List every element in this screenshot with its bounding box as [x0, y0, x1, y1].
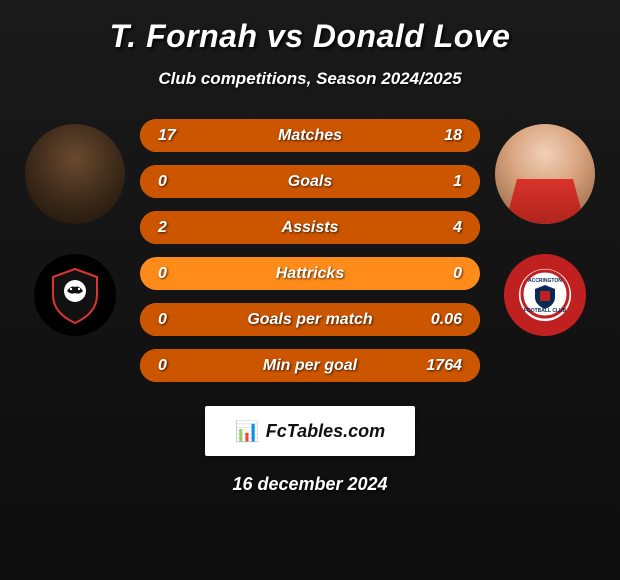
stat-label: Goals per match [210, 311, 410, 329]
player-left-avatar [25, 124, 125, 224]
stat-left-value: 17 [140, 127, 210, 145]
accrington-badge-icon: ACCRINGTON FOOTBALL CLUB [520, 269, 570, 322]
stat-left-value: 2 [140, 219, 210, 237]
stat-label: Assists [210, 219, 410, 237]
stats-column: 17 Matches 18 0 Goals 1 2 Assists 4 [140, 119, 480, 382]
chart-icon: 📊 [235, 419, 260, 444]
salford-shield-icon [45, 265, 105, 325]
stat-right-value: 1 [410, 173, 480, 191]
stat-row-gpm: 0 Goals per match 0.06 [140, 303, 480, 336]
svg-text:ACCRINGTON: ACCRINGTON [528, 278, 562, 284]
stat-left-value: 0 [140, 265, 210, 283]
left-side [20, 119, 130, 336]
stat-left-value: 0 [140, 357, 210, 375]
stat-label: Goals [210, 173, 410, 191]
stat-label: Matches [210, 127, 410, 145]
date-label: 16 december 2024 [0, 474, 620, 495]
right-side: ACCRINGTON FOOTBALL CLUB [490, 119, 600, 336]
stat-right-value: 1764 [410, 357, 480, 375]
club-right-badge: ACCRINGTON FOOTBALL CLUB [504, 254, 586, 336]
stat-left-value: 0 [140, 173, 210, 191]
player-right-face-icon [495, 124, 595, 224]
main-area: 17 Matches 18 0 Goals 1 2 Assists 4 [0, 119, 620, 382]
stat-right-value: 0 [410, 265, 480, 283]
stat-label: Min per goal [210, 357, 410, 375]
comparison-card: T. Fornah vs Donald Love Club competitio… [0, 0, 620, 505]
stat-right-value: 4 [410, 219, 480, 237]
page-title: T. Fornah vs Donald Love [0, 18, 620, 55]
stat-right-value: 18 [410, 127, 480, 145]
brand-logo: 📊 FcTables.com [205, 406, 415, 456]
stat-row-assists: 2 Assists 4 [140, 211, 480, 244]
page-subtitle: Club competitions, Season 2024/2025 [0, 69, 620, 89]
stat-row-goals: 0 Goals 1 [140, 165, 480, 198]
stat-right-value: 0.06 [410, 311, 480, 329]
stat-label: Hattricks [210, 265, 410, 283]
brand-text: FcTables.com [266, 421, 385, 442]
stat-row-hattricks: 0 Hattricks 0 [140, 257, 480, 290]
stat-row-mpg: 0 Min per goal 1764 [140, 349, 480, 382]
stat-left-value: 0 [140, 311, 210, 329]
player-right-avatar [495, 124, 595, 224]
stat-row-matches: 17 Matches 18 [140, 119, 480, 152]
club-left-badge [34, 254, 116, 336]
player-left-face-icon [25, 124, 125, 224]
